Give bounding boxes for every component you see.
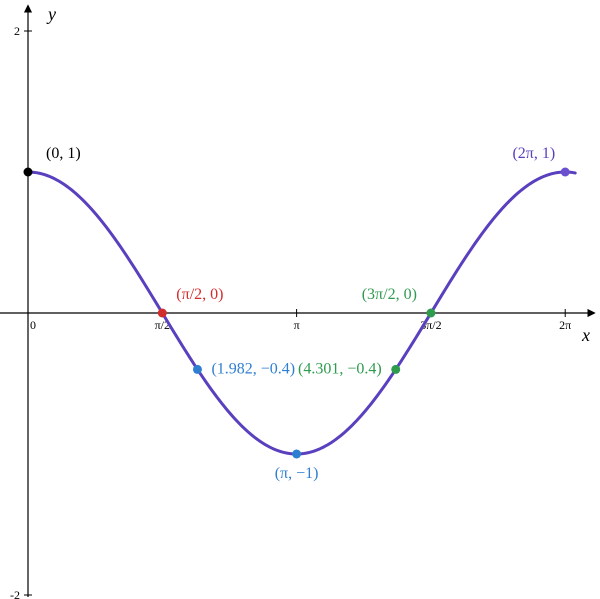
svg-text:x: x [581, 325, 590, 345]
svg-text:2π: 2π [559, 318, 571, 332]
svg-text:(π, −1): (π, −1) [275, 465, 319, 482]
svg-text:π: π [294, 318, 300, 332]
svg-text:(π/2, 0): (π/2, 0) [176, 286, 223, 303]
svg-text:-2: -2 [10, 588, 20, 599]
chart-svg: yx2-20π/2π3π/22π(0, 1)(2π, 1)(π/2, 0)(3π… [0, 0, 600, 599]
svg-text:0: 0 [30, 318, 36, 332]
svg-text:2: 2 [14, 24, 20, 38]
svg-text:(1.982, −0.4): (1.982, −0.4) [211, 360, 295, 377]
svg-text:(4.301, −0.4): (4.301, −0.4) [298, 360, 382, 377]
svg-text:(2π, 1): (2π, 1) [512, 145, 555, 162]
svg-text:(3π/2, 0): (3π/2, 0) [362, 286, 417, 303]
svg-text:y: y [46, 4, 56, 24]
cosine-chart: yx2-20π/2π3π/22π(0, 1)(2π, 1)(π/2, 0)(3π… [0, 0, 600, 599]
svg-text:(0, 1): (0, 1) [46, 145, 81, 162]
